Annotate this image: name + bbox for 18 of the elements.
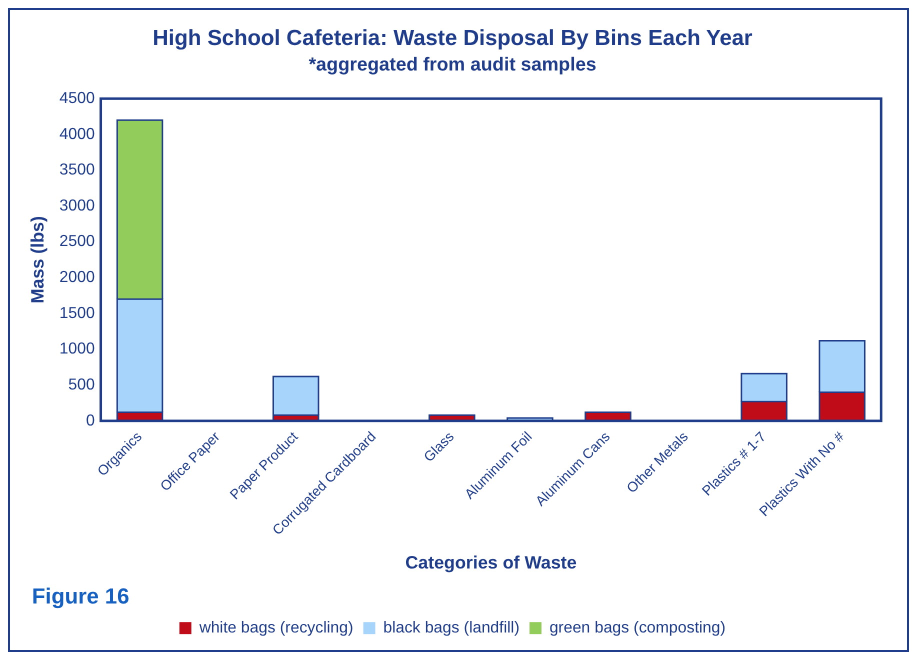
y-tick-label: 0 — [86, 412, 95, 430]
chart-subtitle: *aggregated from audit samples — [308, 54, 596, 76]
legend-label: green bags (composting) — [549, 620, 726, 637]
y-tick-label: 3000 — [59, 197, 95, 214]
y-tick-label: 3500 — [59, 162, 95, 179]
y-tick-label: 500 — [68, 376, 95, 394]
y-tick-label: 1000 — [59, 340, 95, 358]
y-tick-label: 2000 — [59, 269, 95, 286]
y-tick-label: 4500 — [59, 90, 95, 108]
y-axis-title: Mass (lbs) — [28, 216, 48, 304]
caption: Figure 16 — [32, 583, 130, 608]
x-axis-title: Categories of Waste — [405, 552, 577, 573]
chart-title: High School Cafeteria: Waste Disposal By Bins Each Year — [152, 25, 753, 50]
y-tick-label: 2500 — [59, 233, 95, 250]
legend-label: white bags (recycling) — [198, 620, 354, 637]
y-tick-label: 4000 — [59, 126, 95, 143]
y-tick-label: 1500 — [59, 304, 95, 322]
legend-label: black bags (landfill) — [383, 620, 520, 637]
